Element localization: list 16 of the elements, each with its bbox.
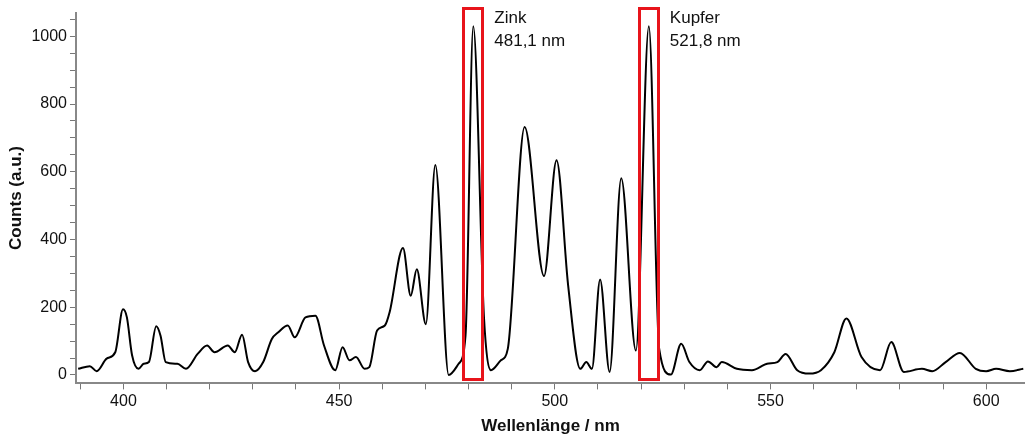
y-tick-label: 800 [40, 94, 68, 112]
y-axis-title: Counts (a.u.) [5, 146, 25, 250]
y-tick-label: 1000 [31, 26, 68, 44]
x-tick-label: 450 [325, 392, 353, 410]
x-tick-label: 400 [110, 392, 137, 410]
y-tick-label: 400 [40, 229, 68, 247]
y-tick-label: 600 [40, 162, 68, 180]
y-tick-label: 200 [40, 297, 68, 315]
x-tick-label: 500 [541, 392, 569, 410]
x-axis-title: Wellenlänge / nm [481, 416, 620, 436]
line-series [77, 25, 1025, 376]
annotation: Zink 481,1 nm [494, 8, 566, 51]
x-tick-label: 550 [757, 392, 784, 410]
annotation: Kupfer 521,8 nm [669, 8, 741, 51]
x-tick-label: 600 [972, 392, 1000, 410]
y-tick-label: 0 [58, 365, 68, 383]
